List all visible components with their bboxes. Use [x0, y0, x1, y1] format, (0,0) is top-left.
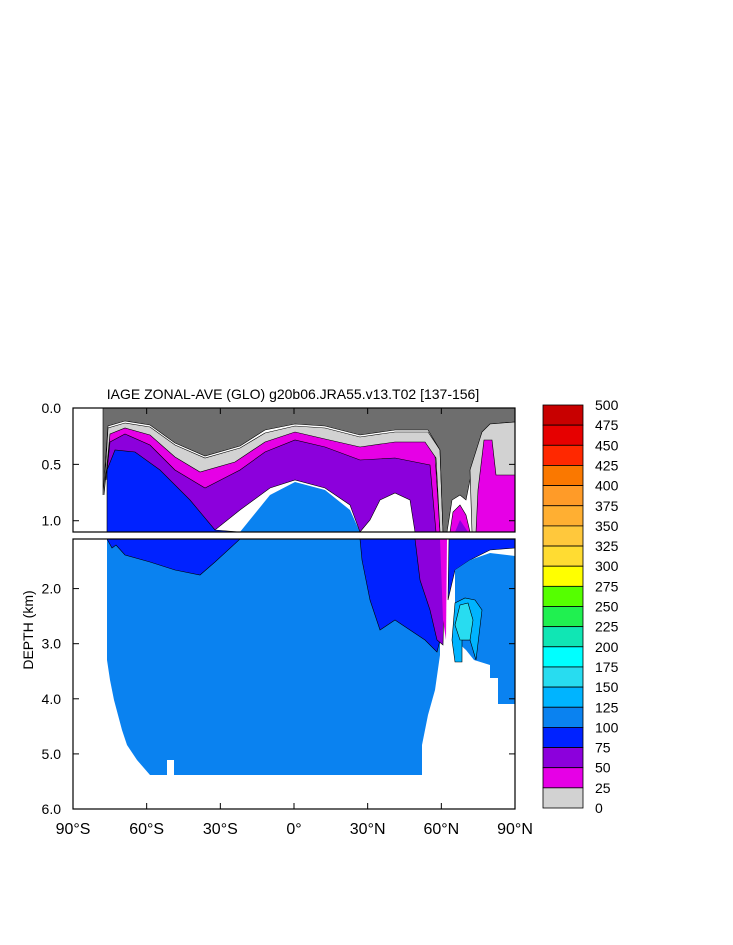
- colorbar-label: 175: [595, 659, 619, 675]
- colorbar-label: 400: [595, 478, 619, 494]
- colorbar-label: 275: [595, 578, 619, 594]
- colorbar-swatch: [542, 545, 584, 567]
- colorbar-label: 75: [595, 740, 611, 756]
- colorbar-label: 450: [595, 437, 619, 453]
- upper-panel: [72, 407, 516, 533]
- colorbar-label: 425: [595, 457, 619, 473]
- upper-north-purple: [455, 520, 468, 532]
- colorbar-swatch: [542, 626, 584, 648]
- colorbar-swatch: [542, 485, 584, 507]
- colorbar-label: 375: [595, 498, 619, 514]
- colorbar-swatch: [542, 666, 584, 688]
- colorbar-label: 225: [595, 619, 619, 635]
- y-tick-label-lower: 2.0: [42, 581, 62, 597]
- colorbar-label: 325: [595, 538, 619, 554]
- colorbar-label: 200: [595, 639, 619, 655]
- colorbar-swatch: [542, 747, 584, 769]
- lower-panel: [72, 538, 516, 810]
- x-axis: 90°S 60°S 30°S 0° 30°N 60°N 90°N: [56, 408, 533, 838]
- x-tick-label: 90°S: [56, 821, 91, 838]
- colorbar-label: 475: [595, 417, 619, 433]
- y-tick-label-upper: 0.0: [42, 400, 62, 416]
- colorbar-swatch: [542, 505, 584, 527]
- chart-title: IAGE ZONAL-AVE (GLO) g20b06.JRA55.v13.T0…: [107, 386, 479, 402]
- colorbar-label: 500: [595, 397, 619, 413]
- upper-level-lightblue: [240, 482, 360, 532]
- colorbar-swatch: [542, 787, 584, 809]
- lower-north-sky: [454, 602, 474, 641]
- y-axis-upper: 0.0 0.5 1.0: [42, 400, 515, 529]
- lower-level-blue: [106, 538, 444, 653]
- y-tick-label-lower: 3.0: [42, 636, 62, 652]
- y-tick-label-upper: 1.0: [42, 513, 62, 529]
- x-tick-label: 0°: [286, 821, 301, 838]
- colorbar-swatch: [542, 565, 584, 587]
- colorbar-label: 0: [595, 800, 603, 816]
- colorbar-label: 50: [595, 760, 611, 776]
- lower-level-magenta: [440, 539, 447, 640]
- colorbar-swatch: [542, 706, 584, 728]
- y-axis-lower: 2.0 3.0 4.0 5.0 6.0: [42, 581, 515, 817]
- upper-land-mask: [73, 408, 103, 532]
- colorbar-swatch: [542, 444, 584, 466]
- colorbar-swatch: [542, 404, 584, 426]
- colorbar-swatch: [542, 606, 584, 628]
- colorbar-label: 125: [595, 699, 619, 715]
- colorbar-label: 300: [595, 558, 619, 574]
- colorbar-swatch: [542, 424, 584, 446]
- colorbar-label: 100: [595, 719, 619, 735]
- colorbar-label: 250: [595, 599, 619, 615]
- y-tick-label-lower: 5.0: [42, 746, 62, 762]
- x-tick-label: 90°N: [497, 821, 533, 838]
- colorbar-swatch: [542, 585, 584, 607]
- colorbar-swatch: [542, 767, 584, 789]
- colorbar-swatch: [542, 525, 584, 547]
- colorbar-label: 350: [595, 518, 619, 534]
- y-axis-label: DEPTH (km): [20, 590, 36, 669]
- colorbar-swatch: [542, 727, 584, 748]
- x-tick-label: 60°N: [423, 821, 459, 838]
- colorbar-swatch: [542, 646, 584, 668]
- colorbar: 5004754504254003753503253002752502252001…: [542, 397, 619, 816]
- y-tick-label-upper: 0.5: [42, 456, 62, 472]
- colorbar-swatch: [542, 686, 584, 708]
- y-tick-label-lower: 6.0: [42, 801, 62, 817]
- colorbar-label: 150: [595, 679, 619, 695]
- lower-north-lightblue: [455, 553, 515, 704]
- y-tick-label-lower: 4.0: [42, 691, 62, 707]
- lower-level-lightblue: [107, 539, 440, 775]
- x-tick-label: 60°S: [129, 821, 164, 838]
- colorbar-label: 25: [595, 780, 611, 796]
- colorbar-swatch: [542, 465, 584, 487]
- x-tick-label: 30°N: [350, 821, 386, 838]
- x-tick-label: 30°S: [203, 821, 238, 838]
